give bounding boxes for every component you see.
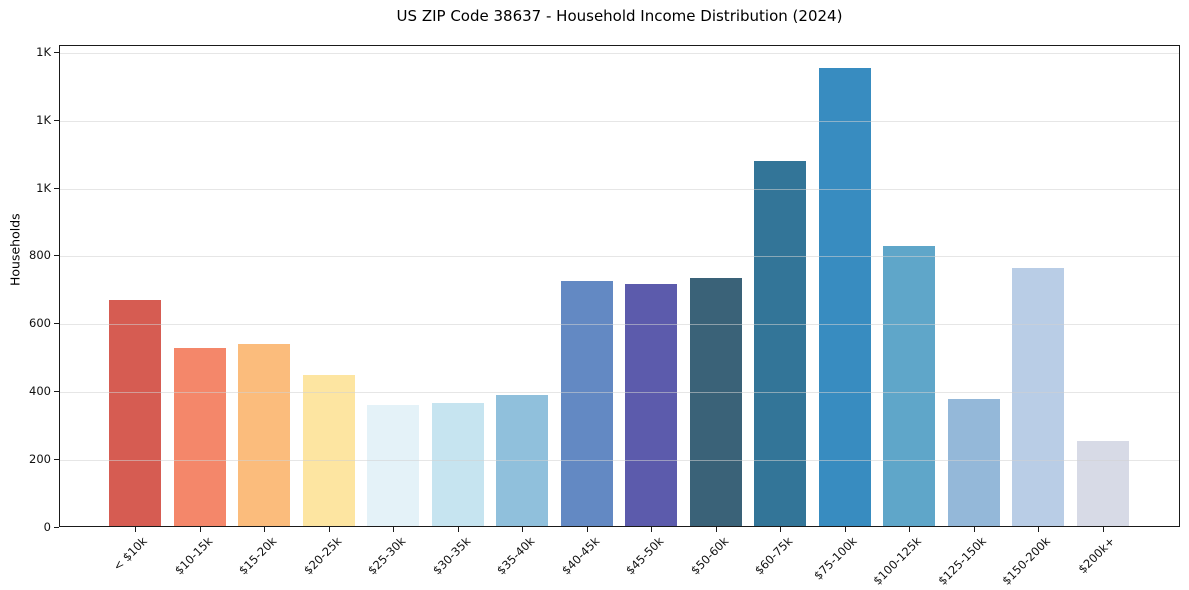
x-tick-label: $25-30k	[364, 534, 408, 578]
bar-$10-15k	[173, 348, 226, 526]
x-tick-mark	[458, 527, 459, 532]
x-tick-mark	[329, 527, 330, 532]
x-tick-mark	[200, 527, 201, 532]
gridline-600	[60, 324, 1179, 325]
x-tick-label: $45-50k	[622, 534, 666, 578]
x-tick-mark	[716, 527, 717, 532]
bar-$30-35k	[431, 403, 484, 526]
y-tick-label: 600	[29, 316, 51, 330]
y-tick-label: 400	[29, 384, 51, 398]
y-tick-label: 800	[29, 248, 51, 262]
x-tick-label: $75-100k	[811, 534, 860, 583]
gridline-1200	[60, 121, 1179, 122]
x-tick-mark	[1038, 527, 1039, 532]
y-tick-mark	[54, 120, 59, 121]
y-tick-mark	[54, 188, 59, 189]
x-tick-label: < $10k	[110, 534, 150, 574]
bar-$100-125k	[883, 246, 936, 526]
bar-< $10k	[109, 300, 162, 526]
x-tick-label: $200k+	[1075, 534, 1118, 577]
bar-$40-45k	[560, 281, 613, 526]
x-tick-label: $125-150k	[935, 534, 989, 588]
x-tick-label: $100-125k	[870, 534, 924, 588]
x-tick-mark	[651, 527, 652, 532]
y-tick-label: 200	[29, 452, 51, 466]
x-tick-mark	[264, 527, 265, 532]
x-tick-label: $30-35k	[429, 534, 473, 578]
x-tick-mark	[780, 527, 781, 532]
x-tick-label: $10-15k	[171, 534, 215, 578]
y-tick-mark	[54, 52, 59, 53]
x-tick-mark	[909, 527, 910, 532]
x-tick-label: $15-20k	[235, 534, 279, 578]
x-tick-label: $50-60k	[687, 534, 731, 578]
plot-area	[59, 45, 1180, 527]
y-tick-mark	[54, 255, 59, 256]
x-tick-label: $40-45k	[558, 534, 602, 578]
chart-title: US ZIP Code 38637 - Household Income Dis…	[396, 7, 843, 25]
x-tick-label: $150-200k	[999, 534, 1053, 588]
y-tick-label: 1K	[36, 113, 51, 127]
gridline-400	[60, 392, 1179, 393]
gridline-800	[60, 256, 1179, 257]
gridline-1400	[60, 53, 1179, 54]
y-tick-mark	[54, 527, 59, 528]
gridline-200	[60, 460, 1179, 461]
bar-$75-100k	[818, 68, 871, 526]
y-tick-label: 0	[43, 520, 51, 534]
x-tick-mark	[393, 527, 394, 532]
y-tick-mark	[54, 391, 59, 392]
x-tick-mark	[135, 527, 136, 532]
x-tick-mark	[845, 527, 846, 532]
bar-$15-20k	[238, 344, 291, 526]
bar-$45-50k	[625, 284, 678, 526]
x-tick-mark	[974, 527, 975, 532]
bar-$150-200k	[1012, 268, 1065, 526]
bar-$50-60k	[689, 278, 742, 526]
y-tick-mark	[54, 323, 59, 324]
bar-$20-25k	[302, 375, 355, 526]
x-tick-mark	[587, 527, 588, 532]
x-tick-label: $20-25k	[300, 534, 344, 578]
y-tick-mark	[54, 459, 59, 460]
x-tick-mark	[1103, 527, 1104, 532]
y-tick-label: 1K	[36, 181, 51, 195]
x-tick-mark	[522, 527, 523, 532]
x-tick-label: $60-75k	[751, 534, 795, 578]
x-tick-label: $35-40k	[493, 534, 537, 578]
y-tick-label: 1K	[36, 45, 51, 59]
bar-$200k+	[1076, 441, 1129, 526]
gridline-1000	[60, 189, 1179, 190]
bar-$25-30k	[367, 405, 420, 526]
bar-$60-75k	[754, 161, 807, 526]
bar-$125-150k	[947, 399, 1000, 526]
